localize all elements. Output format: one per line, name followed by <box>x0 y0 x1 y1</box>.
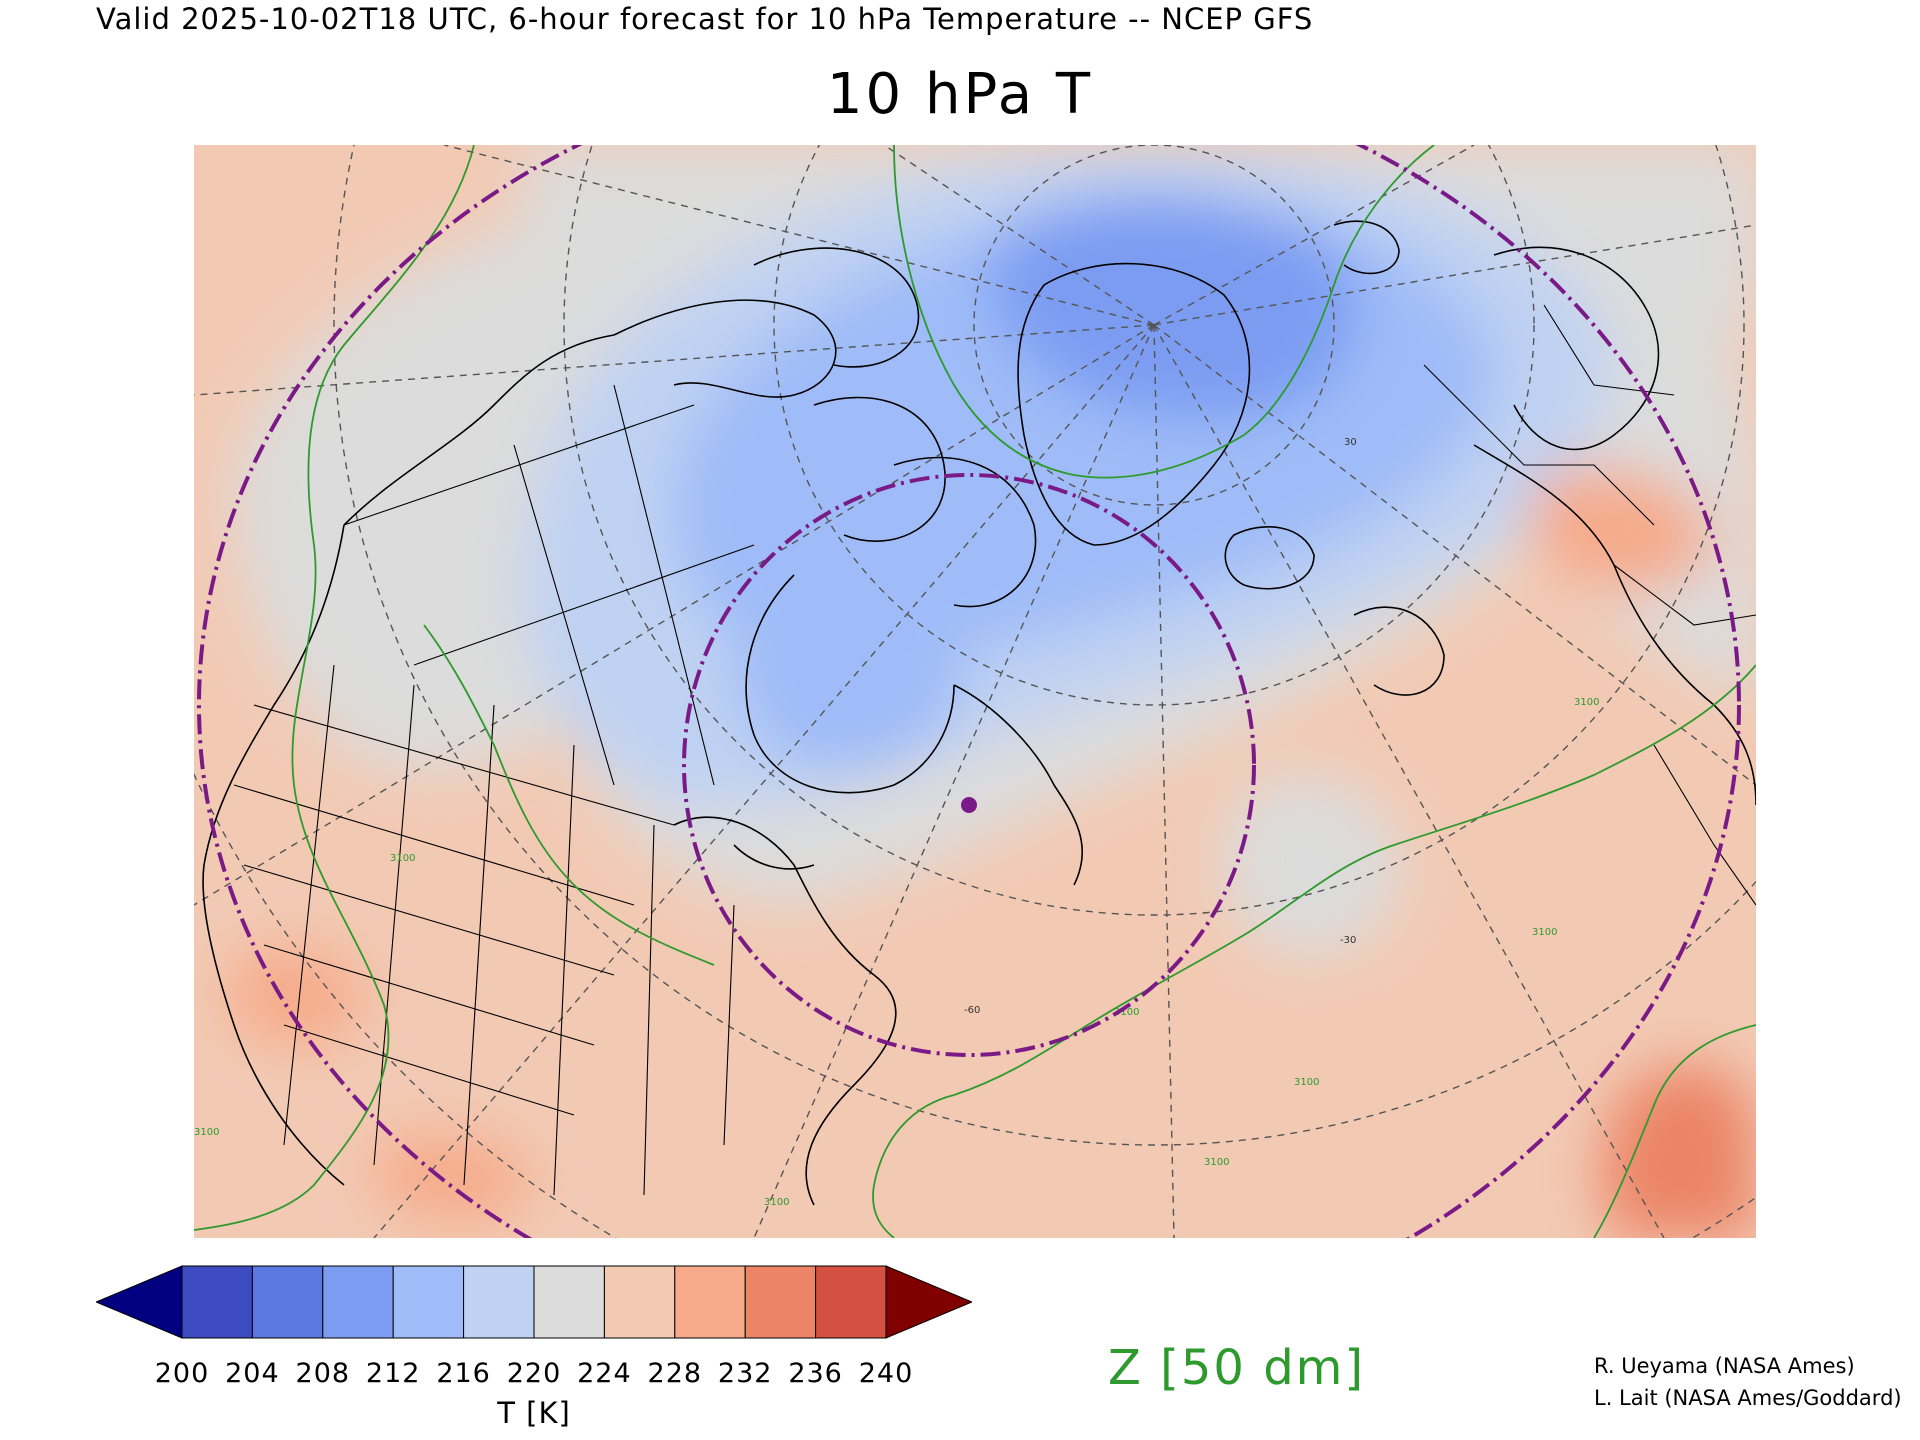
colorbar-bin <box>815 1265 887 1339</box>
outer-ring <box>197 145 1741 1238</box>
colorbar-bin <box>463 1265 535 1339</box>
colorbar-bin <box>392 1265 465 1339</box>
state-borders <box>233 384 755 1196</box>
meridians <box>194 145 1756 1238</box>
colorbar-bin <box>674 1265 746 1339</box>
contour-label: 3100 <box>1294 1077 1319 1088</box>
temperature-field <box>225 145 1756 1238</box>
colorbar-tick-label: 200 <box>154 1358 210 1389</box>
latitude-circles <box>194 145 1756 1238</box>
colorbar-tick-label: 236 <box>788 1358 843 1389</box>
colorbar-tick-label: 208 <box>295 1358 351 1389</box>
temperature-map[interactable]: 3100 3100 3100 3100 3100 3100 3100 3100 … <box>194 145 1756 1238</box>
contour-label-group: 3100 3100 3100 3100 3100 3100 3100 3100 <box>194 697 1599 1208</box>
colorbar-bin <box>533 1265 605 1339</box>
colorbar-tick-label: 224 <box>577 1358 632 1389</box>
warm-patch-sw <box>225 948 364 1045</box>
vortex-rings <box>197 145 1741 1238</box>
inner-ring <box>682 473 1256 1057</box>
colorbar-bin <box>322 1265 394 1339</box>
colorbar-tick-label: 232 <box>717 1358 773 1389</box>
contour-label: 3100 <box>194 1127 219 1138</box>
pole-marker <box>961 797 977 813</box>
credit-line: R. Ueyama (NASA Ames) <box>1594 1354 1855 1378</box>
contour-label: 3100 <box>1114 1007 1139 1018</box>
warm-patch-se <box>1602 1065 1756 1238</box>
contour-label: 3100 <box>390 853 415 864</box>
colorbar-over-arrow <box>885 1265 972 1339</box>
colorbar-tick-label: 212 <box>365 1358 421 1389</box>
graticule-label: 30 <box>1344 437 1357 448</box>
colorbar-bin <box>603 1265 676 1339</box>
colorbar <box>96 1265 972 1339</box>
colorbar-tick-label: 220 <box>506 1358 562 1389</box>
credits: R. Ueyama (NASA Ames) L. Lait (NASA Ames… <box>1594 1350 1902 1414</box>
grey-patch-atlantic <box>1221 774 1404 957</box>
graticule-label: -30 <box>1340 935 1356 946</box>
colorbar-bin <box>251 1265 324 1339</box>
colorbar-label: T [K] <box>497 1396 571 1430</box>
graticule-label-group: -60 -30 30 <box>964 437 1357 1016</box>
contour-label: 3100 <box>1532 927 1557 938</box>
contour-label: 3100 <box>1574 697 1599 708</box>
map-title: 10 hPa T <box>826 62 1094 127</box>
colorbar-bin <box>744 1265 817 1339</box>
colorbar-tick-label: 204 <box>225 1358 280 1389</box>
blue-lobe-south <box>734 587 963 775</box>
colorbar-bin <box>181 1265 253 1339</box>
colorbar-tick-label: 216 <box>436 1358 491 1389</box>
warm-patch-east <box>1529 467 1714 593</box>
forecast-valid-line: Valid 2025-10-02T18 UTC, 6-hour forecast… <box>96 2 1314 36</box>
contour-label: 3100 <box>764 1197 789 1208</box>
coastlines <box>202 220 1756 1206</box>
eurasia-borders <box>1423 304 1756 906</box>
height-contours <box>194 145 1756 1238</box>
graticule-label: -60 <box>964 1005 980 1016</box>
credit-line: L. Lait (NASA Ames/Goddard) <box>1594 1386 1902 1410</box>
height-overlay-label: Z [50 dm] <box>1108 1340 1366 1396</box>
colorbar-under-arrow <box>96 1265 183 1339</box>
warm-patch-south <box>370 1135 534 1221</box>
contour-label: 3100 <box>1204 1157 1229 1168</box>
cold-core-region <box>989 195 1358 421</box>
colorbar-tick-label: 228 <box>647 1358 703 1389</box>
colorbar-tick-label: 240 <box>858 1358 914 1389</box>
